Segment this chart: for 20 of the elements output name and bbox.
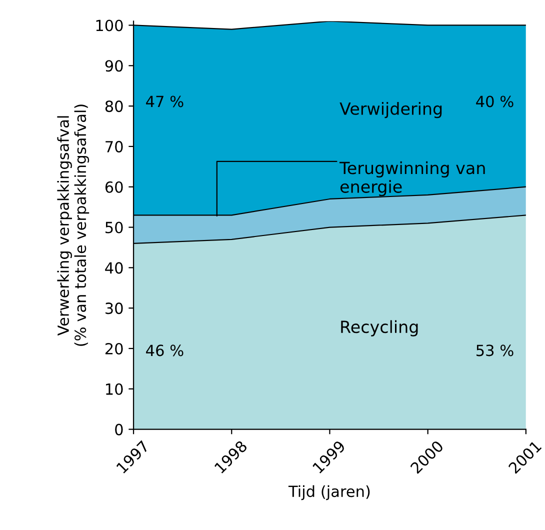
y-tick-label: 10 xyxy=(106,383,123,395)
y-tick-label: 60 xyxy=(105,181,123,193)
annotation: 46 % xyxy=(146,344,184,356)
y-tick-label: 70 xyxy=(106,140,123,152)
y-axis-title: Verwerking verpakkingsafval (% van totale verpakkingsafval) xyxy=(57,104,90,346)
y-tick-label: 40 xyxy=(105,262,123,274)
annotation: 40 % xyxy=(476,96,514,108)
series-label: Terugwinning van energie xyxy=(339,161,485,196)
y-tick-label: 90 xyxy=(105,60,123,72)
annotation: 47 % xyxy=(146,96,184,108)
y-tick-label: 30 xyxy=(106,302,123,314)
y-tick-label: 80 xyxy=(105,100,123,112)
y-tick-label: 50 xyxy=(106,222,123,234)
y-tick-label: 100 xyxy=(96,20,123,32)
annotation: 53 % xyxy=(476,344,514,356)
series-label: Verwijdering xyxy=(340,102,442,118)
y-tick-label: 20 xyxy=(105,342,123,355)
series-label: Recycling xyxy=(341,320,418,336)
x-axis-title: Tijd (jaren) xyxy=(288,485,370,500)
y-tick-label: 0 xyxy=(115,424,123,436)
